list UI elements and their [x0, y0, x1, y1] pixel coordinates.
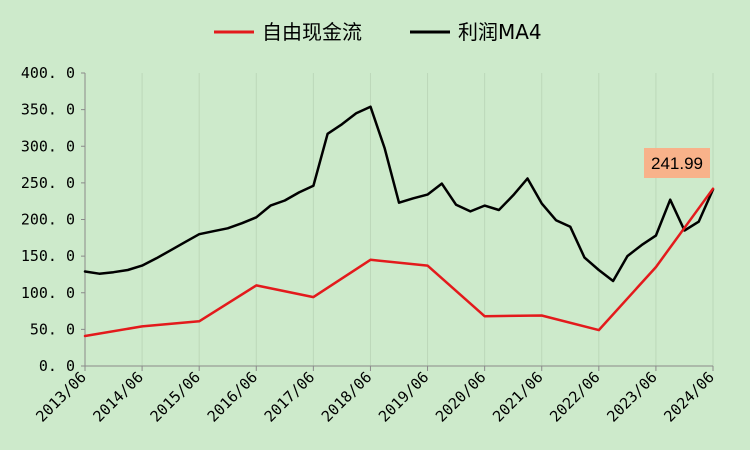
x-tick-label: 2020/06	[432, 368, 489, 425]
x-tick-label: 2014/06	[89, 368, 146, 425]
callout-value: 241.99	[651, 154, 703, 173]
y-axis: 400. 0 350. 0 300. 0 250. 0 200. 0 150. 0 100.…	[21, 64, 86, 375]
legend: 自由现金流 利润MA4	[214, 20, 542, 44]
series-layer	[83, 105, 715, 338]
y-tick-label: 300. 0	[21, 137, 75, 155]
y-tick-label: 150. 0	[21, 247, 75, 265]
y-tick-label: 200. 0	[21, 211, 75, 229]
x-tick-label: 2019/06	[375, 368, 432, 425]
x-tick-label: 2013/06	[32, 368, 89, 425]
series-line-free-cash-flow	[83, 187, 715, 338]
x-tick-label: 2015/06	[147, 368, 204, 425]
x-axis: 2013/06 2014/06 2015/06 2016/06 2017/06 2018/…	[32, 365, 718, 426]
y-tick-label: 50. 0	[30, 320, 75, 338]
legend-label: 自由现金流	[262, 20, 362, 44]
callout-box	[644, 148, 710, 178]
legend-label: 利润MA4	[458, 20, 542, 44]
value-callout: 241.99	[644, 148, 710, 178]
y-tick-label: 0. 0	[39, 357, 75, 375]
y-tick-label: 250. 0	[21, 174, 75, 192]
y-tick-label: 100. 0	[21, 284, 75, 302]
y-tick-label: 400. 0	[21, 64, 75, 82]
x-tick-label: 2021/06	[489, 368, 546, 425]
x-tick-label: 2016/06	[204, 368, 261, 425]
x-tick-label: 2017/06	[261, 368, 318, 425]
vertical-gridlines	[84, 73, 714, 366]
x-tick-label: 2024/06	[660, 368, 717, 425]
series-line-profit-ma4	[83, 105, 715, 283]
x-tick-label: 2018/06	[318, 368, 375, 425]
y-tick-label: 350. 0	[21, 101, 75, 119]
x-tick-label: 2022/06	[546, 368, 603, 425]
x-tick-label: 2023/06	[603, 368, 660, 425]
